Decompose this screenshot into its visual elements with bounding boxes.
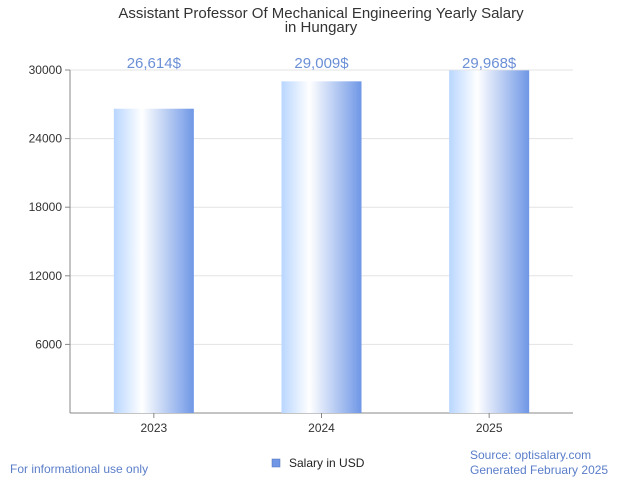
chart-title-line-1: Assistant Professor Of Mechanical Engine… — [118, 5, 524, 22]
x-tick-label: 2024 — [308, 421, 335, 435]
bar-2025 — [449, 70, 530, 413]
bars: 26,614$ 29,009$ 29,968$ — [113, 55, 530, 414]
footer-generated: Generated February 2025 — [470, 463, 609, 477]
bar-value-label: 29,009$ — [294, 55, 349, 72]
y-tick-label: 24000 — [29, 132, 63, 146]
bar-2024 — [281, 81, 362, 413]
x-tick-label: 2023 — [140, 421, 167, 435]
y-tick-label: 30000 — [29, 63, 63, 77]
legend-label: Salary in USD — [289, 456, 365, 470]
bar-2023 — [113, 108, 194, 414]
x-tick-label: 2025 — [476, 421, 503, 435]
footer-source: Source: optisalary.com — [470, 448, 592, 462]
bar-value-label: 26,614$ — [127, 55, 182, 72]
y-tick-label: 6000 — [35, 337, 62, 351]
footer-source-block: Source: optisalary.com Generated Februar… — [470, 448, 608, 478]
bar-value-label: 29,968$ — [462, 55, 517, 72]
footer-note: For informational use only — [10, 462, 149, 476]
legend: Salary in USD — [271, 456, 365, 470]
chart-title-line-2: in Hungary — [285, 19, 358, 36]
y-tick-label: 12000 — [29, 269, 63, 283]
y-tick-label: 18000 — [29, 200, 63, 214]
legend-swatch — [271, 458, 281, 468]
